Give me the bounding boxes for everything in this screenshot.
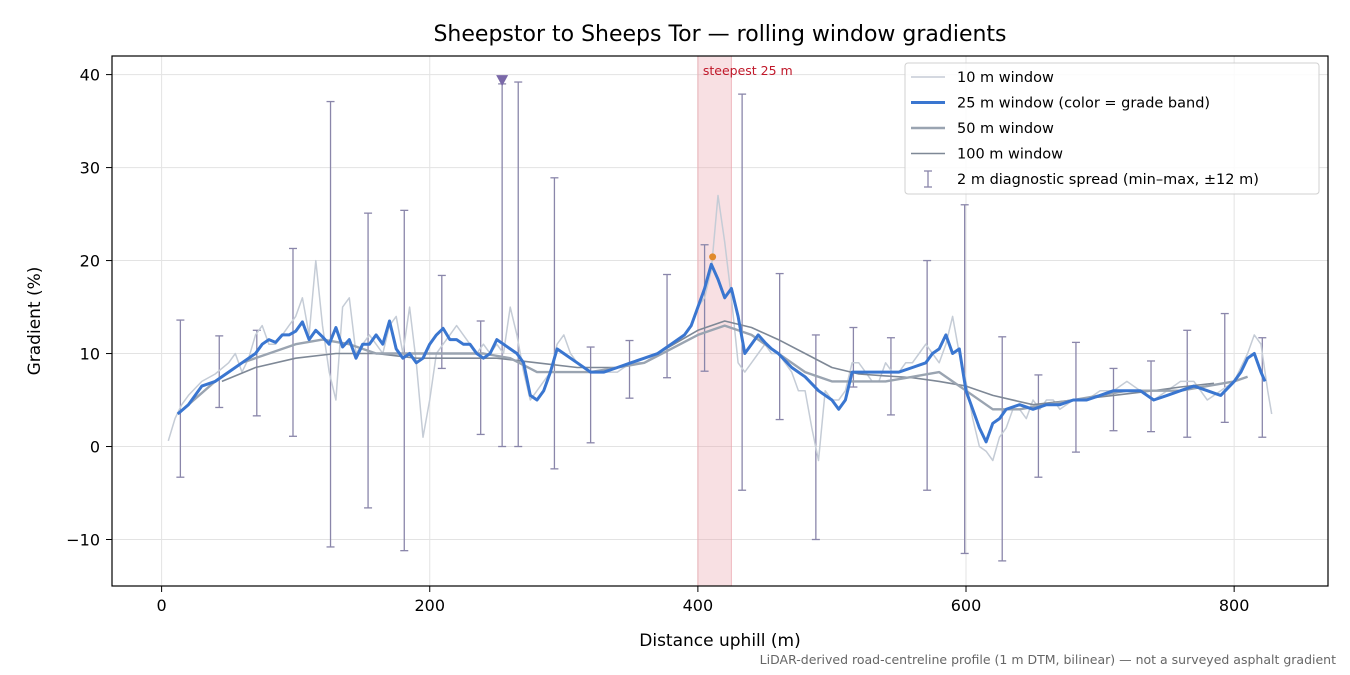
y-tick-label: 40 [80, 66, 100, 85]
plot-frame [111, 55, 1329, 587]
legend: 10 m window 25 m window (color = grade ba… [904, 62, 1320, 195]
legend-label: 10 m window [957, 70, 1054, 86]
series-line-3 [187, 324, 1248, 411]
legend-item: 10 m window [911, 70, 1054, 86]
series-layer [167, 194, 1273, 462]
marker-layer [496, 75, 717, 261]
y-tick-label: 30 [80, 159, 100, 178]
series-line-2 [176, 262, 1267, 444]
x-tick-label: 400 [683, 596, 714, 615]
errorbar-layer [176, 81, 1267, 562]
errorbar [700, 244, 709, 372]
chart-title: Sheepstor to Sheeps Tor — rolling window… [433, 22, 1006, 47]
y-axis: −10 0 10 20 30 40 [66, 66, 112, 550]
x-axis-label: Distance uphill (m) [639, 631, 800, 651]
errorbar [326, 100, 335, 548]
x-tick-label: 200 [414, 596, 445, 615]
errorbar [1147, 360, 1156, 433]
y-tick-label: 0 [90, 438, 100, 457]
y-tick-label: 10 [80, 345, 100, 364]
errorbar [288, 247, 297, 437]
steepest-band-label: steepest 25 m [703, 63, 793, 78]
peak-marker [709, 253, 717, 261]
errorbar [811, 334, 820, 541]
errorbar [514, 81, 523, 448]
errorbar [1220, 312, 1229, 424]
errorbar [625, 339, 634, 399]
legend-item: 2 m diagnostic spread (min–max, ±12 m) [924, 170, 1259, 188]
y-axis-label: Gradient (%) [25, 267, 45, 376]
x-tick-label: 600 [951, 596, 982, 615]
legend-item: 100 m window [911, 147, 1063, 163]
legend-box [904, 62, 1320, 195]
errorbar [400, 209, 409, 552]
highlight-band-layer: steepest 25 m [697, 55, 793, 587]
errorbar [849, 326, 858, 388]
errorbar [1109, 367, 1118, 432]
errorbar [998, 336, 1007, 562]
legend-label: 50 m window [957, 121, 1054, 137]
errorbar [215, 335, 224, 409]
errorbar [663, 273, 672, 379]
x-tick-label: 800 [1219, 596, 1250, 615]
y-tick-label: −10 [66, 531, 100, 550]
x-axis: 0 200 400 600 800 [157, 586, 1250, 615]
errorbar [364, 212, 373, 509]
max-spread-marker [496, 75, 509, 87]
errorbar [738, 93, 747, 491]
errorbar [476, 320, 485, 436]
errorbar [176, 319, 185, 478]
legend-item: 50 m window [911, 121, 1054, 137]
errorbar [586, 346, 595, 444]
x-tick-label: 0 [157, 596, 167, 615]
errorbar [252, 329, 261, 417]
errorbar [1034, 374, 1043, 478]
errorbar [775, 272, 784, 421]
legend-label: 100 m window [957, 147, 1063, 163]
errorbar [550, 177, 559, 470]
legend-label: 25 m window (color = grade band) [957, 96, 1210, 112]
series-line-4 [221, 320, 1215, 406]
legend-label: 2 m diagnostic spread (min–max, ±12 m) [957, 172, 1259, 188]
footnote: LiDAR-derived road-centreline profile (1… [760, 652, 1336, 667]
errorbar [498, 83, 507, 448]
errorbar [1183, 329, 1192, 438]
errorbar [1071, 341, 1080, 453]
legend-item: 25 m window (color = grade band) [911, 96, 1210, 112]
y-tick-label: 20 [80, 252, 100, 271]
